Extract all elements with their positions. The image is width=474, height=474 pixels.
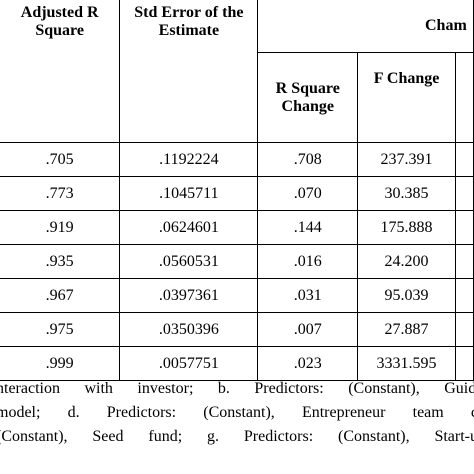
footnote-line: (Constant), Seed fund; g. Predictors: (C… (0, 428, 474, 445)
regression-table-wrap: Adjusted R Square Std Error of the Estim… (0, 0, 474, 381)
cell-f-change: 175.888 (357, 210, 456, 245)
table-row: .999 .0057751 .023 3331.595 (0, 346, 474, 381)
cell-adjusted-r-square: .919 (0, 210, 121, 245)
cell-adjusted-r-square: .705 (0, 142, 121, 177)
header-r-square-change: R Square Change (257, 52, 359, 143)
cell-std-error: .1045711 (119, 176, 259, 211)
table-row: .919 .0624601 .144 175.888 (0, 210, 474, 245)
cell-std-error: .0057751 (119, 346, 259, 381)
cell-f-change: 27.887 (357, 312, 456, 347)
cell-std-error: .0560531 (119, 244, 259, 279)
cell-std-error: .0624601 (119, 210, 259, 245)
cell-edge (454, 312, 474, 347)
header-f-change-label: F Change (373, 70, 440, 87)
footnote-line: model; d. Predictors: (Constant), Entrep… (0, 404, 474, 421)
regression-summary-table: Adjusted R Square Std Error of the Estim… (0, 0, 474, 381)
table-row: .773 .1045711 .070 30.385 (0, 176, 474, 211)
cell-f-change: 237.391 (357, 142, 456, 177)
header-edge-cell (454, 52, 474, 143)
header-adjusted-r-square: Adjusted R Square (0, 0, 121, 143)
header-row-2: R Square Change F Change (0, 52, 474, 143)
cell-r-square-change: .708 (257, 142, 359, 177)
header-adjusted-r-square-label: Adjusted R Square (20, 4, 99, 39)
cell-edge (454, 142, 474, 177)
cell-r-square-change: .016 (257, 244, 359, 279)
header-change-statistics: Cham (257, 0, 474, 53)
cell-std-error: .0350396 (119, 312, 259, 347)
table-row: .975 .0350396 .007 27.887 (0, 312, 474, 347)
header-row-1: Adjusted R Square Std Error of the Estim… (0, 0, 474, 143)
header-std-error-label: Std Error of the Estimate (134, 4, 244, 39)
cell-f-change: 24.200 (357, 244, 456, 279)
footnote-line: nteraction with investor; b. Predictors:… (0, 380, 474, 397)
cell-f-change: 95.039 (357, 278, 456, 313)
table-row: .935 .0560531 .016 24.200 (0, 244, 474, 279)
cell-r-square-change: .070 (257, 176, 359, 211)
cell-edge (454, 176, 474, 211)
cell-edge (454, 244, 474, 279)
cell-r-square-change: .007 (257, 312, 359, 347)
table-footnotes: nteraction with investor; b. Predictors:… (0, 377, 474, 449)
cell-r-square-change: .023 (257, 346, 359, 381)
cell-adjusted-r-square: .975 (0, 312, 121, 347)
cell-f-change: 3331.595 (357, 346, 456, 381)
table-row: .705 .1192224 .708 237.391 (0, 142, 474, 177)
cell-edge (454, 210, 474, 245)
cell-edge (454, 346, 474, 381)
cell-std-error: .1192224 (119, 142, 259, 177)
cell-adjusted-r-square: .999 (0, 346, 121, 381)
header-change-statistics-label: Cham (425, 16, 467, 34)
cell-adjusted-r-square: .935 (0, 244, 121, 279)
cell-f-change: 30.385 (357, 176, 456, 211)
header-r-square-change-label: R Square Change (275, 79, 340, 115)
header-f-change: F Change (357, 52, 456, 143)
cell-r-square-change: .144 (257, 210, 359, 245)
header-std-error: Std Error of the Estimate (119, 0, 259, 143)
cell-std-error: .0397361 (119, 278, 259, 313)
cell-adjusted-r-square: .967 (0, 278, 121, 313)
cell-adjusted-r-square: .773 (0, 176, 121, 211)
cell-edge (454, 278, 474, 313)
table-row: .967 .0397361 .031 95.039 (0, 278, 474, 313)
cell-r-square-change: .031 (257, 278, 359, 313)
